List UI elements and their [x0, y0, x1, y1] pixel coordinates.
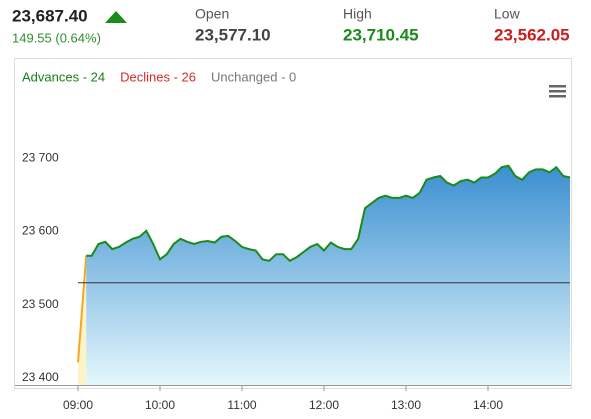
legend-item: Declines - 26	[120, 69, 196, 84]
line	[86, 164, 571, 263]
high-label: High	[343, 6, 372, 22]
menu-bar	[549, 85, 566, 88]
x-tick-label: 11:00	[227, 398, 256, 412]
area	[86, 165, 570, 385]
menu-button[interactable]	[549, 85, 566, 98]
chart-frame	[14, 58, 572, 389]
x-tick-label: 12:00	[309, 398, 339, 412]
legend-item: Advances - 24	[22, 69, 105, 84]
low-label: Low	[494, 6, 521, 22]
high-value: 23,710.45	[343, 25, 419, 44]
menu-bar	[549, 90, 566, 93]
menu-bar	[549, 95, 566, 98]
change: 149.55 (0.64%)	[12, 30, 101, 45]
x-tick-label: 13:00	[391, 398, 421, 412]
price: 23,687.40	[12, 6, 88, 25]
open-value: 23,577.10	[195, 25, 271, 44]
y-tick-label: 23 400	[22, 370, 59, 384]
line	[77, 255, 88, 363]
plot: Advances - 24 Declines - 26 Unchanged - 0 2…	[15, 69, 571, 412]
x-tick-label: 10:00	[145, 398, 175, 412]
y-tick-label: 23 600	[22, 224, 59, 238]
low-value: 23,562.05	[494, 25, 570, 44]
x-tick-label: 14:00	[473, 398, 503, 412]
up-arrow	[105, 11, 127, 23]
open-label: Open	[195, 6, 229, 22]
legend-item: Unchanged - 0	[211, 69, 296, 84]
y-tick-label: 23 700	[22, 151, 59, 165]
x-tick-label: 09:00	[63, 398, 93, 412]
y-tick-label: 23 500	[22, 297, 59, 311]
